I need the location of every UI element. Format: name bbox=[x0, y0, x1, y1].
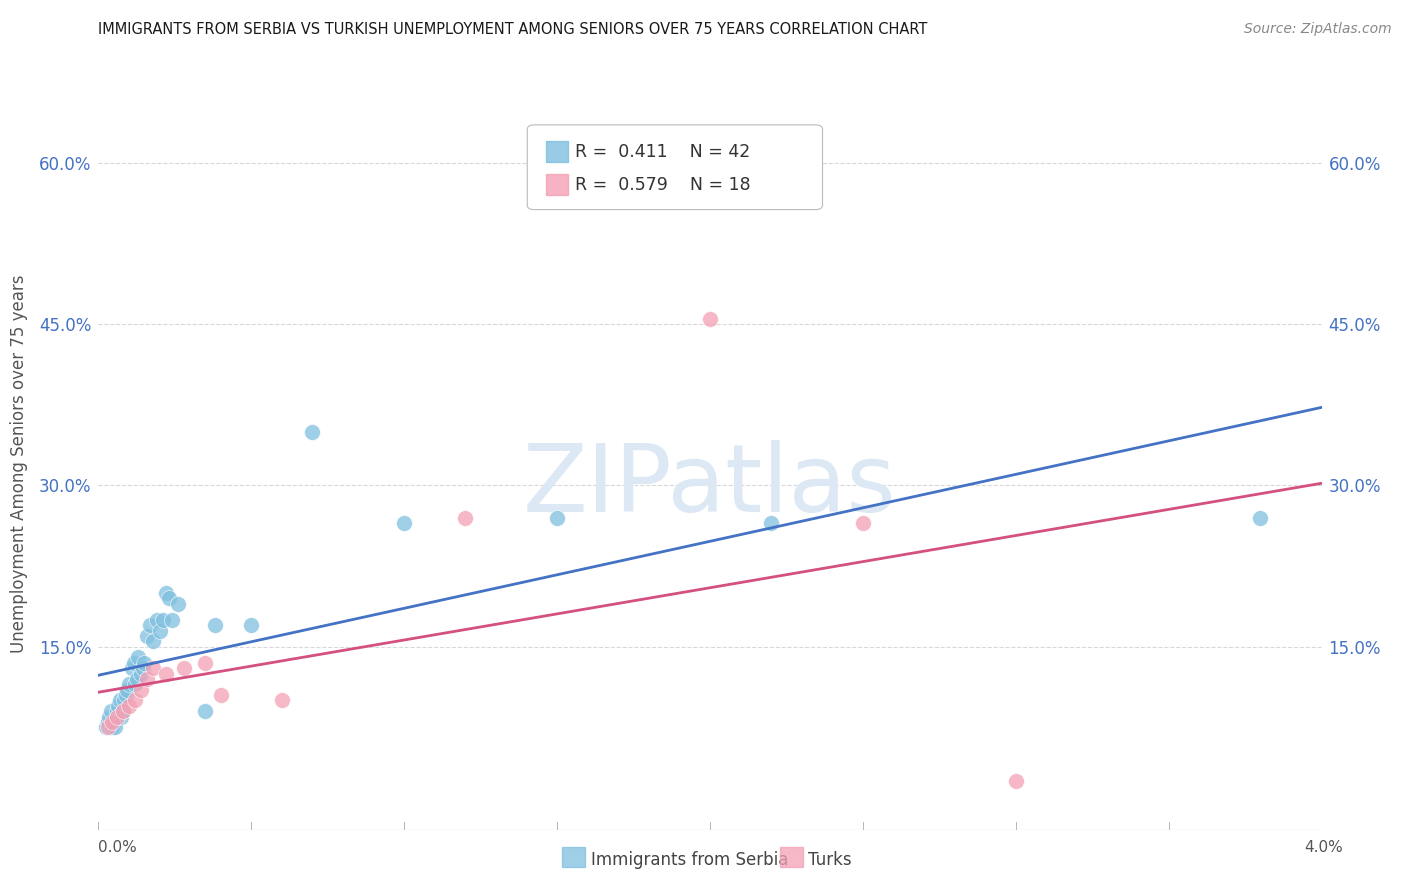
Point bbox=[240, 618, 263, 632]
Point bbox=[392, 516, 416, 530]
Point bbox=[699, 311, 721, 326]
Point bbox=[142, 634, 165, 648]
Point bbox=[546, 510, 568, 524]
Text: 0.0%: 0.0% bbox=[98, 840, 138, 855]
Point bbox=[129, 666, 152, 681]
Point bbox=[108, 693, 131, 707]
Point bbox=[270, 693, 294, 707]
Point bbox=[98, 709, 121, 723]
Point bbox=[105, 704, 128, 718]
Text: R =  0.579    N = 18: R = 0.579 N = 18 bbox=[575, 176, 751, 194]
Point bbox=[1249, 510, 1271, 524]
Point bbox=[101, 720, 124, 734]
Point bbox=[1004, 774, 1026, 789]
Point bbox=[111, 704, 134, 718]
Text: ZIPatlas: ZIPatlas bbox=[523, 440, 897, 532]
Point bbox=[173, 661, 195, 675]
Point bbox=[139, 618, 162, 632]
Point bbox=[152, 613, 174, 627]
Point bbox=[157, 591, 180, 606]
Point bbox=[97, 714, 120, 729]
Point bbox=[115, 688, 138, 702]
Point bbox=[132, 661, 155, 675]
Point bbox=[111, 704, 134, 718]
Point bbox=[129, 682, 152, 697]
Text: Turks: Turks bbox=[808, 851, 852, 869]
Point bbox=[103, 714, 125, 729]
Point bbox=[124, 693, 146, 707]
Text: R =  0.411    N = 42: R = 0.411 N = 42 bbox=[575, 143, 751, 161]
Point bbox=[127, 650, 149, 665]
Point bbox=[209, 688, 232, 702]
Point bbox=[194, 656, 217, 670]
Text: Source: ZipAtlas.com: Source: ZipAtlas.com bbox=[1244, 22, 1392, 37]
Point bbox=[125, 672, 148, 686]
Point bbox=[101, 714, 124, 729]
Point bbox=[155, 666, 177, 681]
Point bbox=[852, 516, 875, 530]
Point bbox=[94, 720, 117, 734]
Point bbox=[124, 677, 146, 691]
Point bbox=[112, 693, 135, 707]
Point bbox=[145, 613, 167, 627]
Point bbox=[121, 661, 143, 675]
Point bbox=[759, 516, 782, 530]
Point bbox=[97, 720, 120, 734]
Point bbox=[118, 698, 141, 713]
Point bbox=[194, 704, 217, 718]
Point bbox=[122, 656, 145, 670]
Point bbox=[160, 613, 183, 627]
Point bbox=[301, 425, 323, 439]
Point bbox=[118, 677, 141, 691]
Text: IMMIGRANTS FROM SERBIA VS TURKISH UNEMPLOYMENT AMONG SENIORS OVER 75 YEARS CORRE: IMMIGRANTS FROM SERBIA VS TURKISH UNEMPL… bbox=[98, 22, 928, 37]
Y-axis label: Unemployment Among Seniors over 75 years: Unemployment Among Seniors over 75 years bbox=[10, 275, 28, 653]
Point bbox=[110, 709, 132, 723]
Point bbox=[100, 704, 122, 718]
Point bbox=[167, 597, 190, 611]
Point bbox=[136, 672, 159, 686]
Point bbox=[142, 661, 165, 675]
Point bbox=[104, 720, 127, 734]
Text: 4.0%: 4.0% bbox=[1303, 840, 1343, 855]
Point bbox=[155, 586, 177, 600]
Point bbox=[134, 656, 156, 670]
Point bbox=[204, 618, 226, 632]
Point bbox=[117, 682, 139, 697]
Text: Immigrants from Serbia: Immigrants from Serbia bbox=[591, 851, 787, 869]
Point bbox=[107, 698, 129, 713]
Point bbox=[454, 510, 477, 524]
Point bbox=[149, 624, 172, 638]
Point bbox=[105, 709, 128, 723]
Point bbox=[136, 629, 159, 643]
